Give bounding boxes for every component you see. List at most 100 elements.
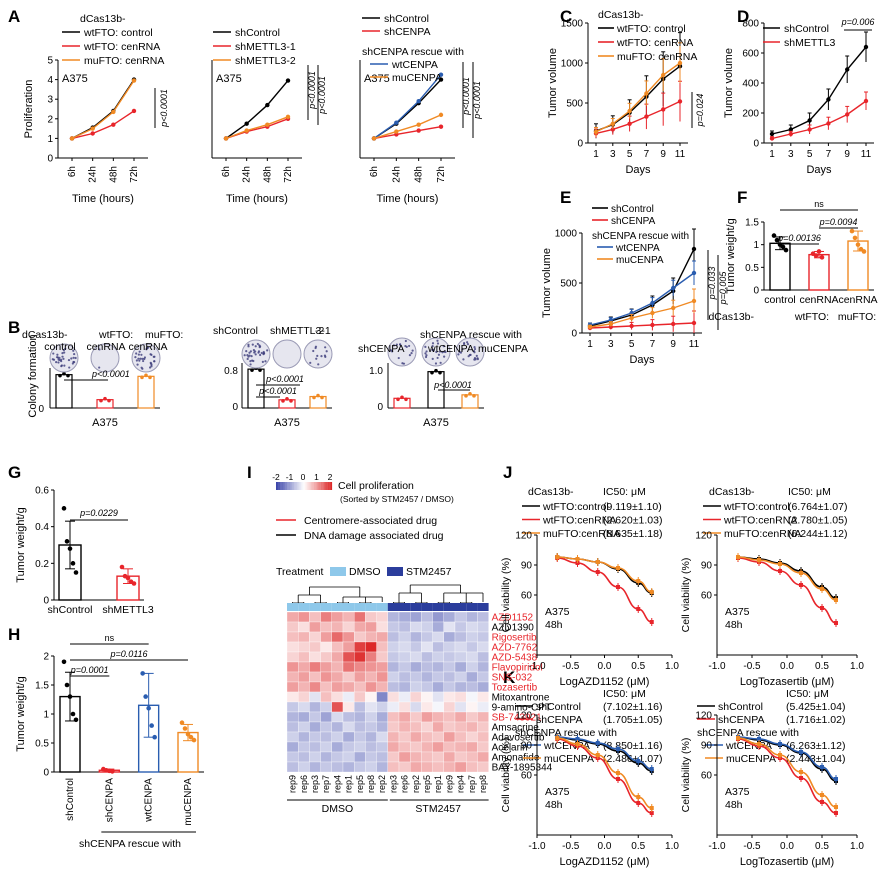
colony-dot: [441, 351, 444, 354]
y-tick-label: 2: [43, 652, 49, 663]
heatmap-cell: [410, 621, 422, 633]
x-axis-label: LogTozasertib (μM): [740, 676, 834, 688]
data-point: [671, 305, 676, 311]
heatmap-cell: [410, 691, 422, 703]
chart-K2: 60 90 120 -1.0 -0.5 0.0 0.5 1.0 LogTozasertib (μ…: [680, 711, 864, 869]
column-label: rep2: [411, 775, 421, 793]
heatmap-cell: [286, 611, 299, 623]
heatmap-cell: [309, 721, 321, 733]
colony-dot: [473, 356, 477, 360]
data-point: [691, 298, 697, 304]
data-point: [244, 128, 249, 133]
heatmap-cell: [331, 671, 344, 683]
heatmap-cell: [376, 761, 388, 773]
legend-head: dCas13b-: [598, 9, 644, 21]
legend-item: shControl: [235, 27, 280, 39]
data-point: [736, 555, 740, 559]
data-point: [636, 579, 641, 583]
data-point: [780, 244, 786, 250]
data-point: [438, 370, 442, 375]
colony-dot: [251, 343, 254, 346]
p-value: p=0.0116: [109, 649, 147, 659]
colony-dot: [139, 357, 142, 360]
heatmap-cell: [342, 661, 355, 673]
colony-dot: [68, 366, 71, 369]
heatmap-cell: [331, 741, 344, 753]
colony-dot: [148, 366, 152, 369]
colorbar-cell: [277, 482, 279, 490]
colony-dot: [435, 350, 438, 354]
data-point: [636, 801, 641, 805]
legend-head: dCas13b-: [80, 13, 126, 25]
fit-curve: [737, 556, 837, 601]
data-point: [468, 392, 472, 396]
data-point: [131, 108, 137, 114]
heatmap-cell: [331, 731, 344, 743]
ic50-value: (2.620±1.03): [603, 515, 662, 527]
fit-curve: [737, 556, 837, 599]
colony-dot: [443, 355, 446, 358]
colony-dot: [67, 358, 71, 362]
heatmap-cell: [376, 751, 388, 763]
data-point: [649, 590, 654, 594]
colony-dot: [431, 348, 434, 352]
colorbar-cell: [276, 482, 278, 490]
legend-item: shMETTL3-1: [235, 41, 296, 53]
heatmap-cell: [331, 701, 344, 713]
data-point: [650, 322, 655, 328]
y-tick-label: 120: [515, 531, 532, 542]
legend-item: shControl: [718, 701, 763, 713]
cell-line-label: A375: [216, 73, 242, 85]
chart-K1: 60 90 120 -1.0 -0.5 0.0 0.5 1.0 LogAZD1152 (μM) C…: [500, 711, 679, 869]
x-tick-label: 1.0: [850, 661, 864, 672]
treatment-bar-cell: [432, 603, 444, 611]
data-point: [404, 397, 408, 402]
data-point: [677, 99, 683, 104]
data-point: [111, 122, 116, 127]
data-point: [64, 682, 70, 688]
colorbar-cell: [284, 482, 286, 490]
data-point: [595, 560, 600, 564]
colorbar-cell: [291, 482, 293, 490]
heatmap-cell: [432, 711, 444, 723]
heatmap-cell: [454, 671, 467, 683]
heatmap-cell: [309, 671, 321, 683]
series-line: [373, 114, 442, 140]
column-label: rep3: [310, 775, 320, 793]
colony-dot: [320, 355, 323, 358]
legend-item: DNA damage associated drug: [304, 530, 444, 542]
heatmap-cell: [354, 621, 366, 633]
data-point: [575, 557, 580, 561]
heatmap-cell: [309, 741, 321, 753]
x-tick-label: 72h: [283, 166, 294, 183]
data-point: [149, 723, 154, 728]
colorbar-cell: [313, 482, 316, 490]
colony-dot: [443, 350, 446, 353]
data-point: [182, 726, 188, 731]
legend-J2: dCas13b- IC50: μM wtFTO:control(6.764±1.07…: [703, 486, 847, 540]
column-label: rep5: [422, 775, 432, 793]
x-tick-label: 0.5: [631, 841, 645, 852]
heatmap-cell: [454, 681, 467, 693]
colony-dot: [399, 343, 402, 346]
colony-dot: [410, 352, 413, 355]
treatment-label: Treatment: [276, 566, 324, 578]
p-value: p<0.0001: [317, 76, 327, 115]
data-point: [616, 777, 620, 781]
colorbar-cell: [306, 482, 309, 490]
series-line: [595, 100, 681, 135]
colorbar-cell: [299, 482, 302, 490]
heatmap-cell: [410, 701, 422, 713]
chart-B2: A375 shControl shMETTL3-1-2 0.8 0 p<0.0001 p<0…: [213, 325, 333, 429]
data-point: [191, 737, 197, 743]
heatmap-cell: [354, 611, 366, 623]
heatmap-cell: [320, 661, 332, 673]
colony-dot: [138, 350, 141, 353]
heatmap-cell: [443, 611, 456, 623]
heatmap-cell: [298, 761, 310, 773]
x-tick-label: 7: [826, 149, 832, 160]
data-point: [396, 397, 400, 402]
heatmap-cell: [432, 661, 444, 673]
heatmap-cell: [376, 711, 388, 723]
data-point: [64, 539, 70, 544]
